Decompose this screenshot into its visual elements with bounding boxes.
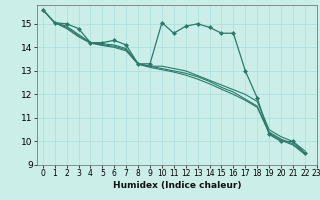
X-axis label: Humidex (Indice chaleur): Humidex (Indice chaleur) [113,181,241,190]
